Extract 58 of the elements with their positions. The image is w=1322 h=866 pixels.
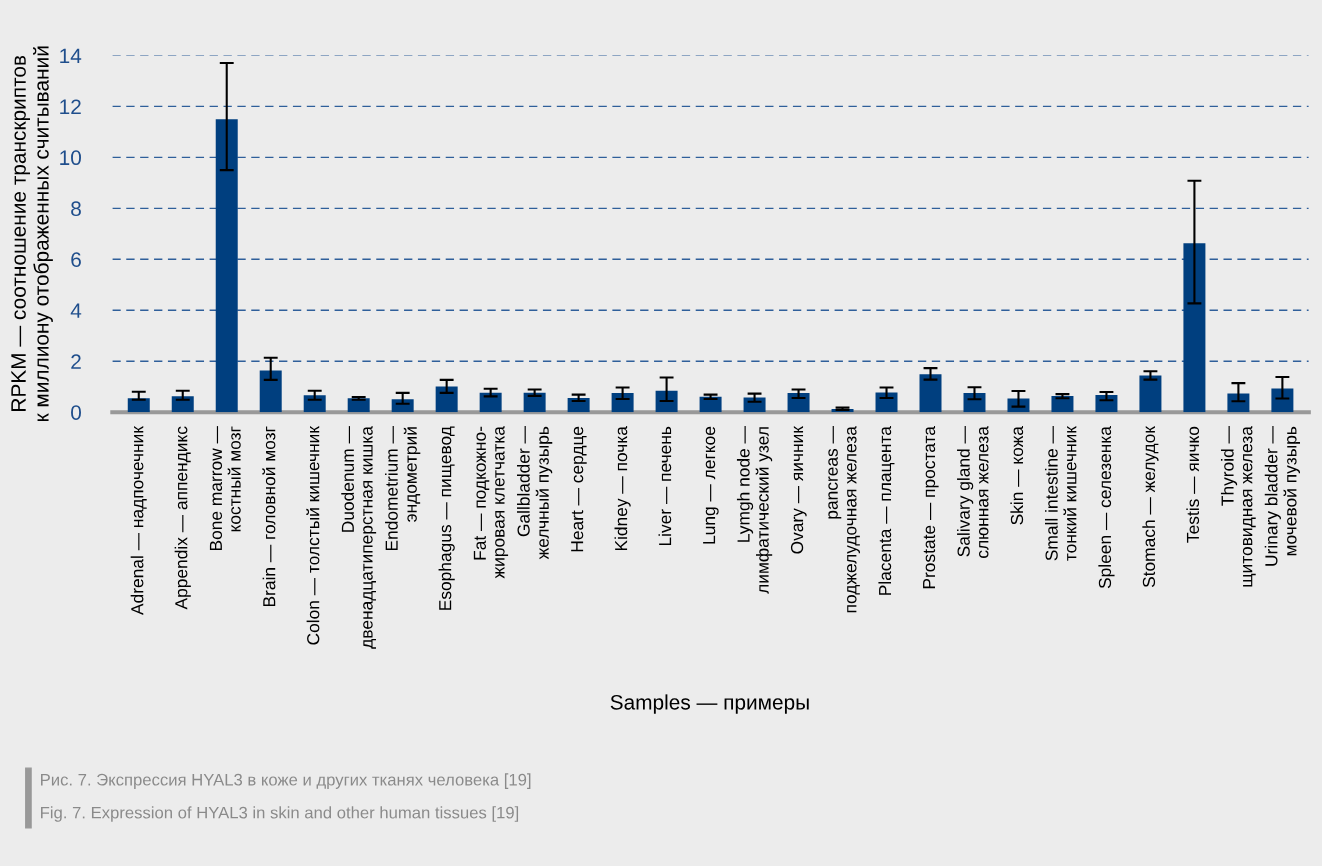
y-tick-label: 14 bbox=[60, 48, 82, 63]
x-tick-label: Ovary — яичник bbox=[790, 426, 807, 554]
x-tick-label: Skin — кожа bbox=[1010, 426, 1024, 525]
bar bbox=[567, 397, 590, 413]
text: Рис. 7. Экспрессия HYAL3 в коже и других тканях человека [19] bbox=[41, 773, 531, 789]
y-tick-label: 4 bbox=[70, 303, 82, 318]
x-tick-label: Spleen — селезенка bbox=[1098, 426, 1115, 589]
bar bbox=[1095, 394, 1118, 413]
y-tick-label: 0 bbox=[71, 405, 81, 420]
x-tick-label: Endometrium — эндометрий bbox=[385, 426, 421, 551]
caption: Fig. 7. Expression of HYAL3 in skin and other human tissues [19] bbox=[41, 806, 519, 822]
y-tick-label: 12 bbox=[60, 99, 81, 114]
bar bbox=[787, 393, 810, 413]
bar bbox=[1183, 243, 1206, 413]
bar bbox=[259, 370, 282, 413]
bar bbox=[127, 398, 150, 413]
x-tick-label: Prostate — простата bbox=[923, 426, 939, 589]
x-tick-label: Adrenal — надпочечник bbox=[130, 426, 147, 615]
bar bbox=[1051, 395, 1074, 413]
x-tick-label: pancreas — поджелудочная железа bbox=[828, 426, 860, 613]
x-tick-label: Testis — яичко bbox=[1186, 426, 1200, 543]
bar bbox=[347, 398, 370, 413]
x-tick-label: Appendix — аппендикс bbox=[174, 426, 191, 610]
bar bbox=[523, 392, 546, 413]
x-axis-title: Samples — примеры bbox=[610, 694, 809, 714]
y-tick-label: 2 bbox=[71, 354, 81, 369]
bar bbox=[963, 393, 986, 413]
bar bbox=[303, 395, 326, 413]
bar bbox=[699, 396, 722, 413]
x-tick-label: Colon — толстый кишечник bbox=[306, 426, 320, 645]
x-tick-label: Thyroid — щитовидная железа bbox=[1220, 426, 1256, 587]
y-tick-label: 6 bbox=[71, 252, 81, 268]
x-tick-label: Kidney — почка bbox=[614, 426, 631, 551]
x-tick-label: Lung — легкое bbox=[703, 426, 719, 544]
x-tick-label: Small intestine — тонкий кишечник bbox=[1045, 426, 1077, 561]
y-tick-label: 10 bbox=[60, 150, 81, 166]
bar bbox=[171, 396, 194, 413]
bar bbox=[1139, 375, 1162, 413]
x-tick-label: Lymgh node — лимфатический узел bbox=[736, 426, 773, 594]
x-tick-label: Liver — печень bbox=[658, 426, 672, 546]
x-tick-label: Placenta — плацента bbox=[878, 426, 895, 595]
bar bbox=[611, 393, 634, 413]
x-tick-label: Heart — сердце bbox=[571, 426, 587, 552]
bar bbox=[919, 374, 942, 413]
x-tick-label: Duodenum — двенадцатиперстная кишка bbox=[341, 426, 377, 649]
bar bbox=[479, 392, 502, 413]
x-tick-label: Urinary bladder — мочевой пузырь bbox=[1264, 426, 1301, 566]
bar bbox=[435, 386, 458, 413]
x-tick-label: Bone marrow — костный мозг bbox=[209, 426, 241, 551]
bar bbox=[655, 390, 678, 413]
x-tick-label: Stomach — желудок bbox=[1142, 426, 1159, 588]
y-axis-title: RPKM — соотношение транскриптов к миллиону отображенных считываний bbox=[11, 46, 53, 422]
x-tick-label: Brain — головной мозг bbox=[262, 426, 276, 607]
x-tick-label: Esophagus — пищевод bbox=[438, 426, 455, 610]
bar bbox=[215, 119, 238, 413]
bar bbox=[1271, 388, 1294, 413]
x-tick-label: Gallbladder — желчный пузырь bbox=[517, 426, 553, 560]
y-tick-label: 8 bbox=[71, 201, 81, 217]
